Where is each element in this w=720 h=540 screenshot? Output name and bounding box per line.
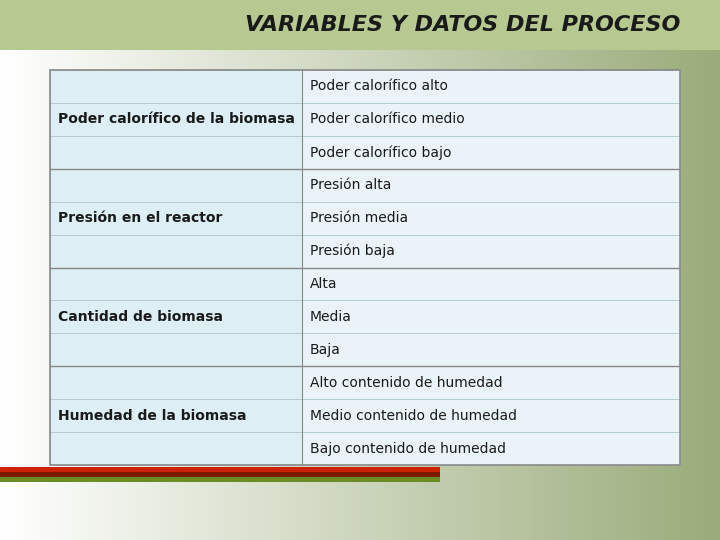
FancyBboxPatch shape <box>0 472 440 477</box>
Text: Presión media: Presión media <box>310 211 408 225</box>
FancyBboxPatch shape <box>302 366 680 399</box>
FancyBboxPatch shape <box>50 136 302 168</box>
FancyBboxPatch shape <box>302 234 680 267</box>
FancyBboxPatch shape <box>302 136 680 168</box>
Text: Presión baja: Presión baja <box>310 244 395 258</box>
Text: Baja: Baja <box>310 343 341 357</box>
FancyBboxPatch shape <box>0 467 440 472</box>
FancyBboxPatch shape <box>302 168 680 201</box>
FancyBboxPatch shape <box>50 201 302 234</box>
FancyBboxPatch shape <box>50 103 302 136</box>
Text: Presión en el reactor: Presión en el reactor <box>58 211 222 225</box>
FancyBboxPatch shape <box>302 333 680 366</box>
FancyBboxPatch shape <box>302 300 680 333</box>
Text: Cantidad de biomasa: Cantidad de biomasa <box>58 310 223 324</box>
Text: Poder calorífico bajo: Poder calorífico bajo <box>310 145 451 159</box>
Text: Poder calorífico medio: Poder calorífico medio <box>310 112 464 126</box>
FancyBboxPatch shape <box>50 300 302 333</box>
FancyBboxPatch shape <box>50 234 302 267</box>
Text: Alto contenido de humedad: Alto contenido de humedad <box>310 376 503 390</box>
FancyBboxPatch shape <box>50 70 302 103</box>
FancyBboxPatch shape <box>50 432 302 465</box>
FancyBboxPatch shape <box>50 366 302 399</box>
FancyBboxPatch shape <box>0 477 440 482</box>
Text: Alta: Alta <box>310 277 338 291</box>
FancyBboxPatch shape <box>50 333 302 366</box>
FancyBboxPatch shape <box>0 0 720 50</box>
FancyBboxPatch shape <box>50 399 302 432</box>
FancyBboxPatch shape <box>302 432 680 465</box>
FancyBboxPatch shape <box>302 201 680 234</box>
Text: VARIABLES Y DATOS DEL PROCESO: VARIABLES Y DATOS DEL PROCESO <box>245 15 680 35</box>
FancyBboxPatch shape <box>302 103 680 136</box>
Text: Poder calorífico de la biomasa: Poder calorífico de la biomasa <box>58 112 295 126</box>
FancyBboxPatch shape <box>302 70 680 103</box>
FancyBboxPatch shape <box>50 168 302 201</box>
Text: Bajo contenido de humedad: Bajo contenido de humedad <box>310 442 506 456</box>
Text: Medio contenido de humedad: Medio contenido de humedad <box>310 409 517 423</box>
Text: Presión alta: Presión alta <box>310 178 392 192</box>
FancyBboxPatch shape <box>50 267 302 300</box>
FancyBboxPatch shape <box>302 267 680 300</box>
FancyBboxPatch shape <box>302 399 680 432</box>
Text: Media: Media <box>310 310 352 324</box>
Text: Poder calorífico alto: Poder calorífico alto <box>310 79 448 93</box>
Text: Humedad de la biomasa: Humedad de la biomasa <box>58 409 246 423</box>
